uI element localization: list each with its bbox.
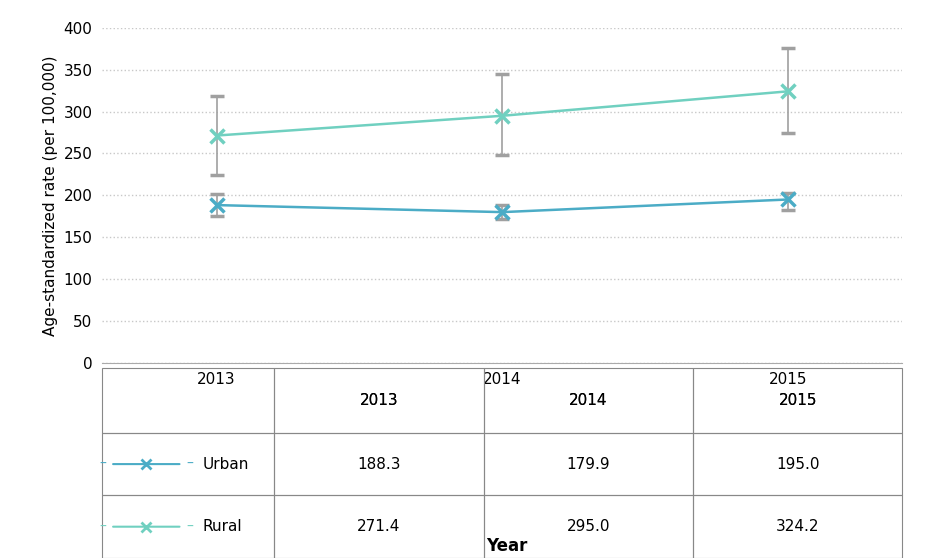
Text: 2014: 2014 [569,393,608,408]
Text: 195.0: 195.0 [776,456,819,472]
Bar [484,433,694,496]
Text: –: – [186,457,193,471]
Text: 2013: 2013 [360,393,398,408]
Bar [694,368,902,433]
Bar [694,433,902,496]
Y-axis label: Age-standardized rate (per 100,000): Age-standardized rate (per 100,000) [43,55,58,335]
Text: Year: Year [486,537,527,555]
Text: 2014: 2014 [569,393,608,408]
Bar [102,496,274,558]
Bar [694,496,902,558]
Text: –: – [186,519,193,533]
Bar [102,368,274,433]
Text: 271.4: 271.4 [357,519,401,534]
Text: 179.9: 179.9 [566,456,610,472]
Text: 2013: 2013 [360,393,398,408]
Text: 188.3: 188.3 [357,456,401,472]
Bar [274,368,484,433]
Text: Urban: Urban [203,456,248,472]
Text: 2015: 2015 [778,393,817,408]
Text: –: – [100,457,106,471]
Bar [102,433,274,496]
Bar [274,433,484,496]
Bar [484,368,694,433]
Text: Rural: Rural [203,519,242,534]
Text: –: – [100,519,106,533]
Bar [274,496,484,558]
Text: 324.2: 324.2 [776,519,819,534]
Text: 295.0: 295.0 [566,519,610,534]
Bar [484,496,694,558]
Text: 2015: 2015 [778,393,817,408]
